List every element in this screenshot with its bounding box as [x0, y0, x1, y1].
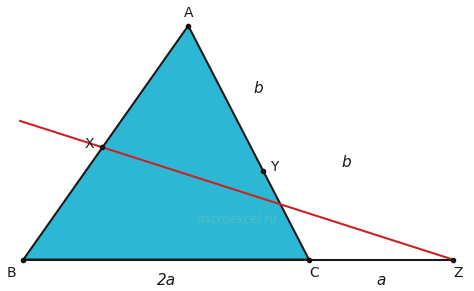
Text: Z: Z: [454, 266, 463, 280]
Text: A: A: [183, 6, 193, 20]
Text: b: b: [341, 155, 351, 170]
Text: 2a: 2a: [157, 274, 176, 288]
Text: B: B: [7, 266, 17, 280]
Text: Y: Y: [271, 160, 279, 174]
Text: a: a: [376, 274, 386, 288]
Text: microexcel.ru: microexcel.ru: [197, 213, 277, 226]
Polygon shape: [23, 26, 309, 260]
Text: b: b: [253, 81, 263, 96]
Text: X: X: [85, 137, 94, 151]
Text: C: C: [310, 266, 319, 280]
